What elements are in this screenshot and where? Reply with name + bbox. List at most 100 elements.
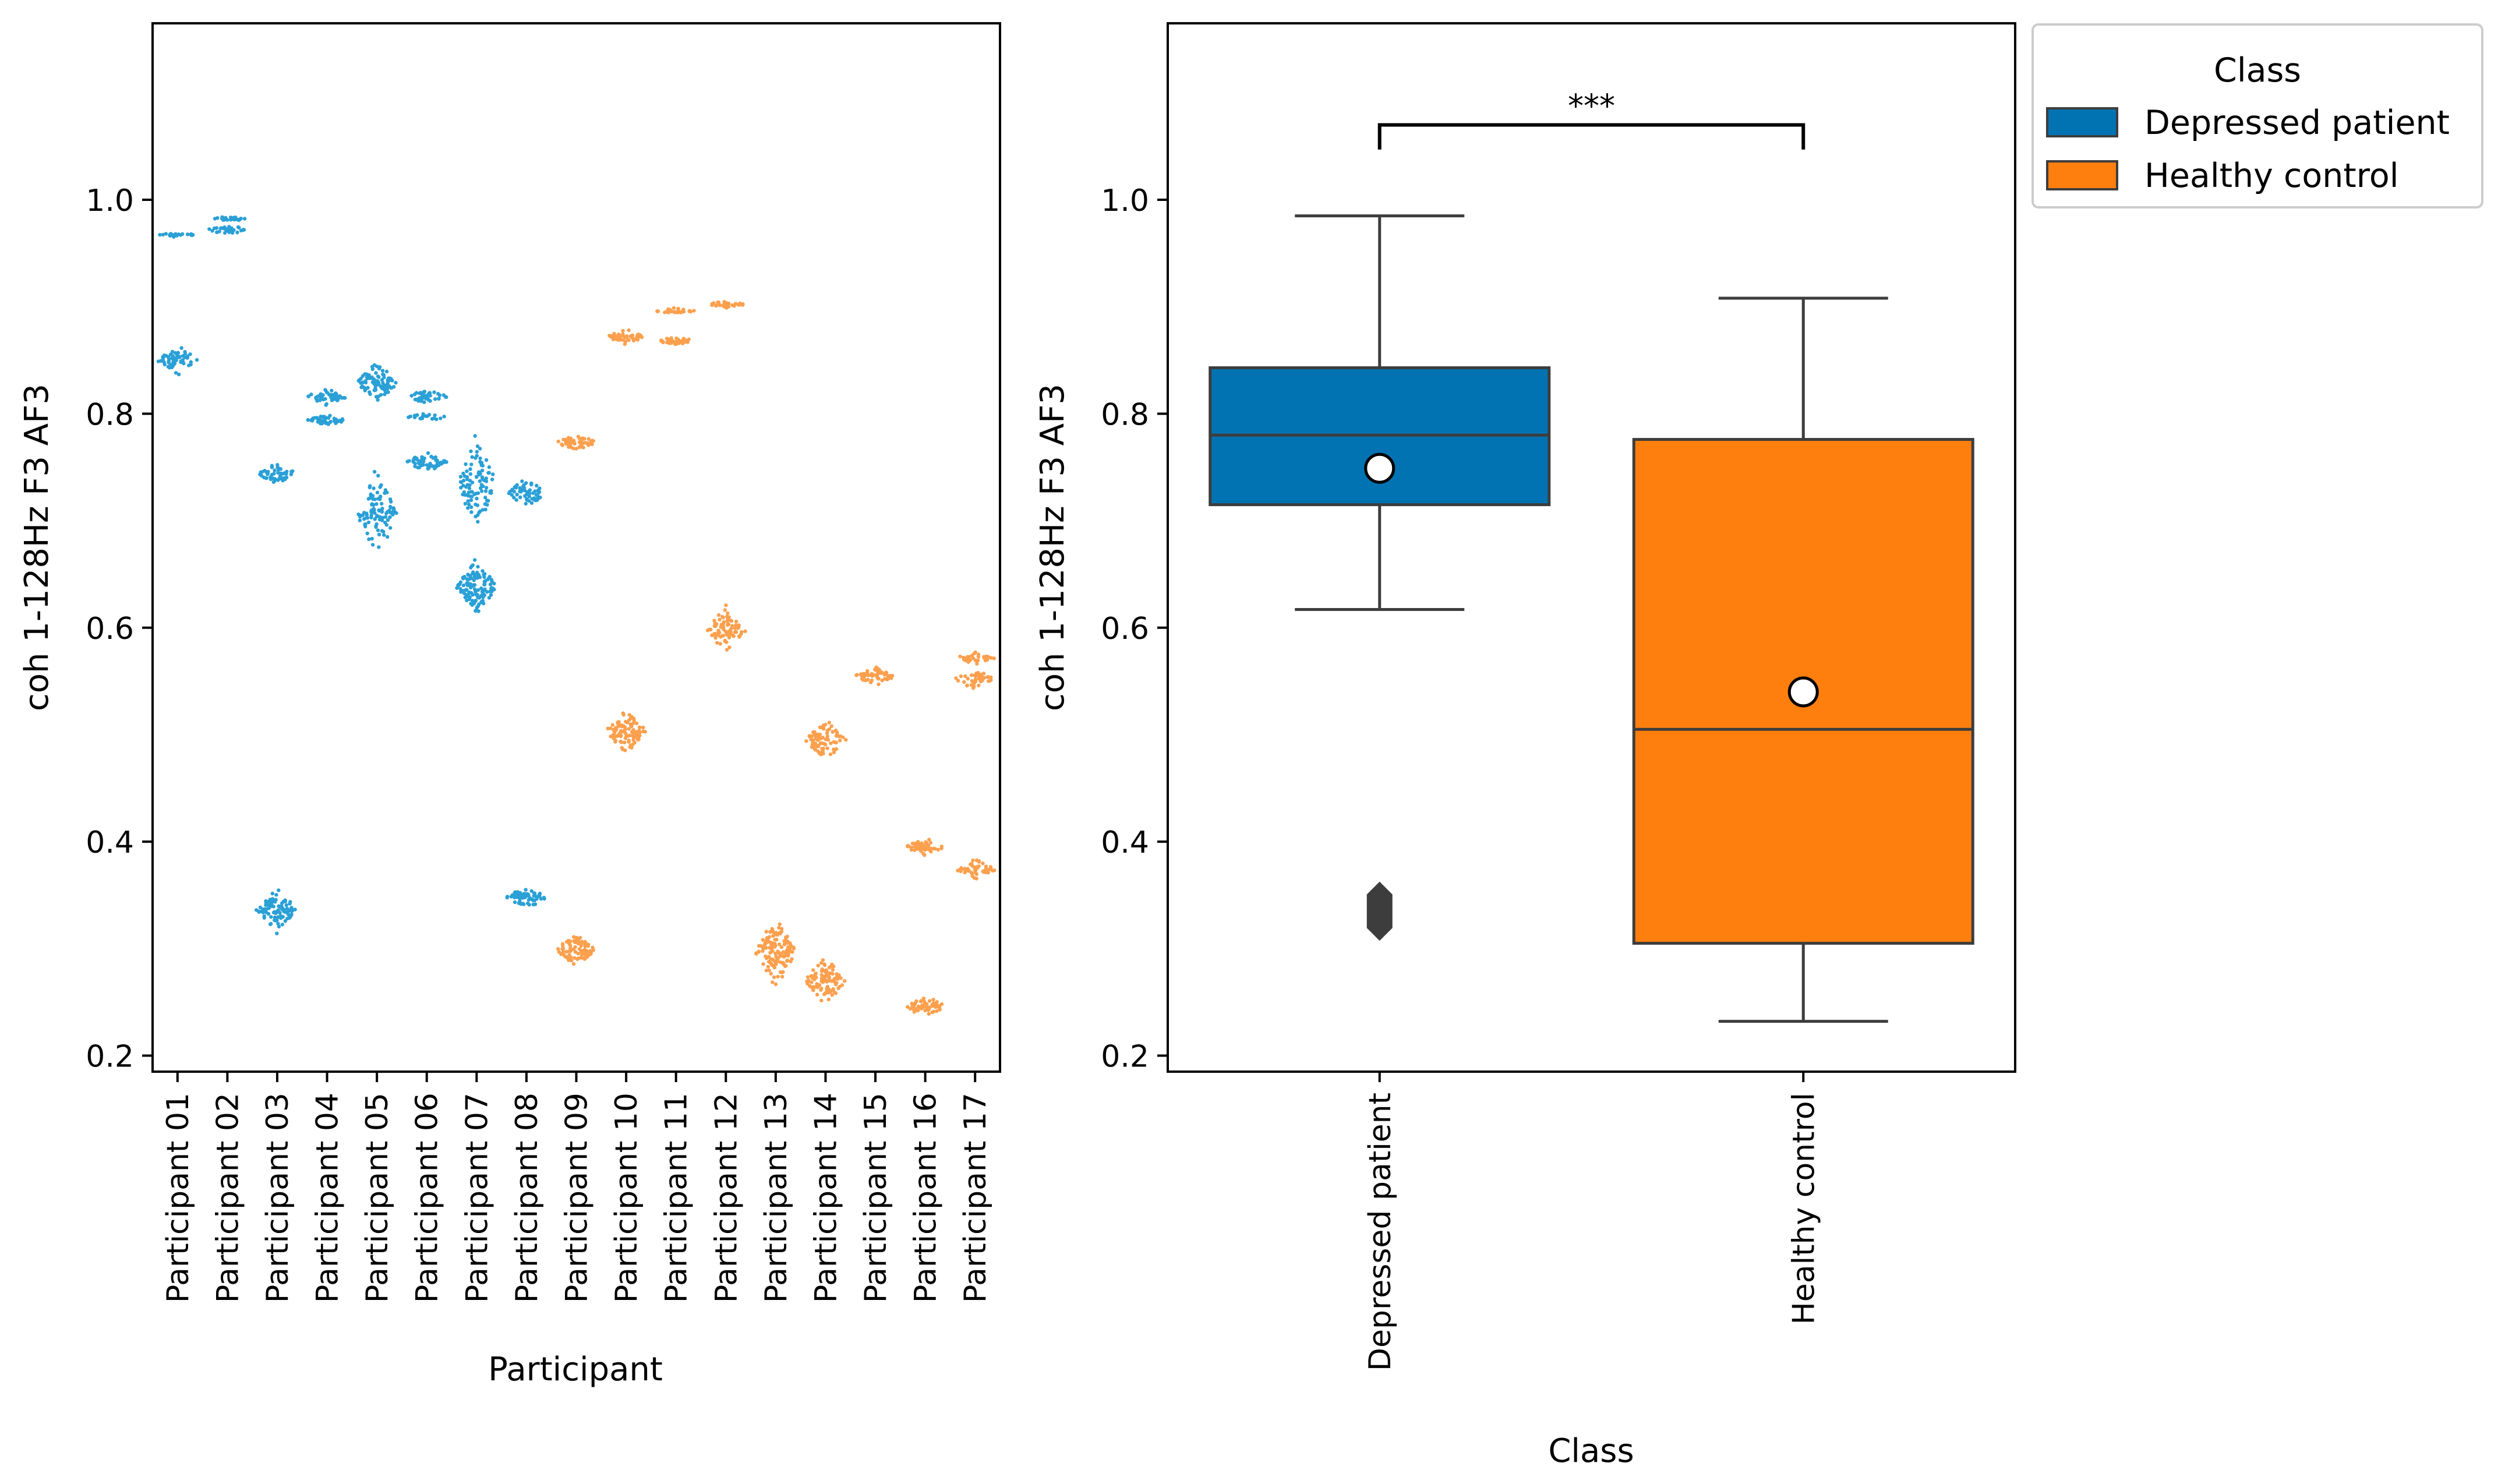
participant-swarm (207, 215, 247, 235)
swarm-point (621, 713, 626, 717)
swarm-point (831, 987, 835, 991)
swarm-point (275, 918, 279, 923)
swarm-point (927, 838, 931, 842)
swarm-point (489, 578, 494, 582)
swarm-point (716, 629, 721, 634)
right-x-axis: Depressed patient Healthy control (1363, 1072, 1821, 1371)
swarm-point (388, 506, 393, 510)
swarm-point (467, 590, 472, 595)
swarm-point (374, 502, 379, 506)
swarm-point (481, 484, 485, 489)
swarm-point (529, 481, 533, 485)
swarm-point (514, 498, 518, 502)
swarm-point (713, 636, 718, 640)
swarm-point (386, 390, 390, 394)
swarm-point (469, 505, 474, 509)
right-y-axis: 0.2 0.4 0.6 0.8 1.0 (1101, 183, 1168, 1074)
swarm-point (628, 743, 633, 748)
swarm-point (382, 375, 386, 380)
swarm-point (426, 451, 430, 455)
swarm-point (481, 591, 485, 595)
swarm-point (814, 985, 818, 989)
swarm-point (819, 998, 824, 1003)
swarm-point (510, 493, 514, 497)
swarm-point (370, 380, 375, 384)
swarm-point (223, 227, 228, 231)
swarm-point (584, 949, 588, 953)
swarm-point (464, 588, 468, 592)
swarm-point (280, 923, 284, 927)
swarm-point (512, 489, 517, 494)
swarm-point (542, 896, 546, 900)
swarm-point (465, 583, 470, 588)
swarm-point (964, 658, 969, 662)
swarm-point (189, 362, 193, 366)
swarm-point (378, 485, 382, 489)
right-ytick-label: 0.2 (1101, 1039, 1149, 1074)
swarm-point (962, 680, 966, 684)
participant-tick-label: Participant 06 (410, 1093, 445, 1303)
swarm-point (321, 420, 326, 425)
swarm-point (370, 536, 374, 541)
swarm-point (330, 388, 334, 393)
swarm-point (607, 334, 612, 338)
swarm-point (673, 342, 678, 346)
swarm-point (467, 597, 472, 602)
swarm-point (376, 528, 380, 532)
participant-tick-label: Participant 03 (260, 1093, 295, 1303)
swarm-point (726, 611, 730, 616)
swarm-point (470, 490, 474, 494)
swarm-point (373, 383, 377, 387)
swarm-point (478, 472, 482, 476)
swarm-point (388, 515, 392, 520)
swarm-point (464, 462, 468, 467)
participant-tick-label: Participant 05 (360, 1093, 395, 1303)
participant-swarm (306, 388, 347, 426)
swarm-point (369, 513, 373, 518)
swarm-point (361, 513, 365, 517)
swarm-point (505, 895, 509, 900)
swarm-point (391, 385, 396, 389)
right-plot-frame (1167, 22, 2016, 1073)
swarm-point (959, 674, 963, 679)
swarm-point (361, 374, 365, 378)
swarm-point (275, 462, 280, 467)
swarm-point (973, 679, 978, 684)
swarm-point (574, 447, 578, 451)
swarm-point (176, 351, 180, 355)
swarm-point (768, 957, 773, 961)
swarm-point (232, 228, 236, 232)
swarm-point (380, 501, 384, 506)
swarm-point (556, 947, 560, 951)
swarm-point (915, 1008, 919, 1012)
swarm-point (370, 502, 374, 506)
swarm-point (379, 393, 383, 397)
swarm-point (626, 338, 631, 342)
swarm-point (522, 489, 527, 493)
swarm-point (931, 998, 935, 1002)
left-ytick-label: 0.2 (86, 1039, 134, 1074)
swarm-point (728, 630, 733, 634)
swarm-point (771, 934, 775, 938)
swarm-point (527, 903, 531, 907)
swarm-point (276, 471, 280, 475)
swarm-point (581, 446, 585, 450)
swarm-point (480, 569, 485, 573)
swarm-point (316, 398, 320, 402)
swarm-point (911, 1006, 915, 1011)
swarm-point (518, 896, 522, 900)
swarm-point (926, 843, 930, 847)
swarm-point (468, 467, 472, 471)
swarm-point (405, 460, 409, 464)
swarm-point (290, 909, 294, 913)
swarm-point (821, 736, 825, 740)
swarm-point (637, 725, 642, 730)
swarm-point (388, 510, 393, 515)
swarm-point (485, 486, 489, 490)
swarm-point (486, 471, 490, 475)
swarm-point (836, 986, 840, 991)
swarm-point (334, 393, 338, 397)
swarm-point (488, 489, 492, 494)
swarm-point (462, 591, 467, 595)
swarm-point (409, 394, 414, 398)
